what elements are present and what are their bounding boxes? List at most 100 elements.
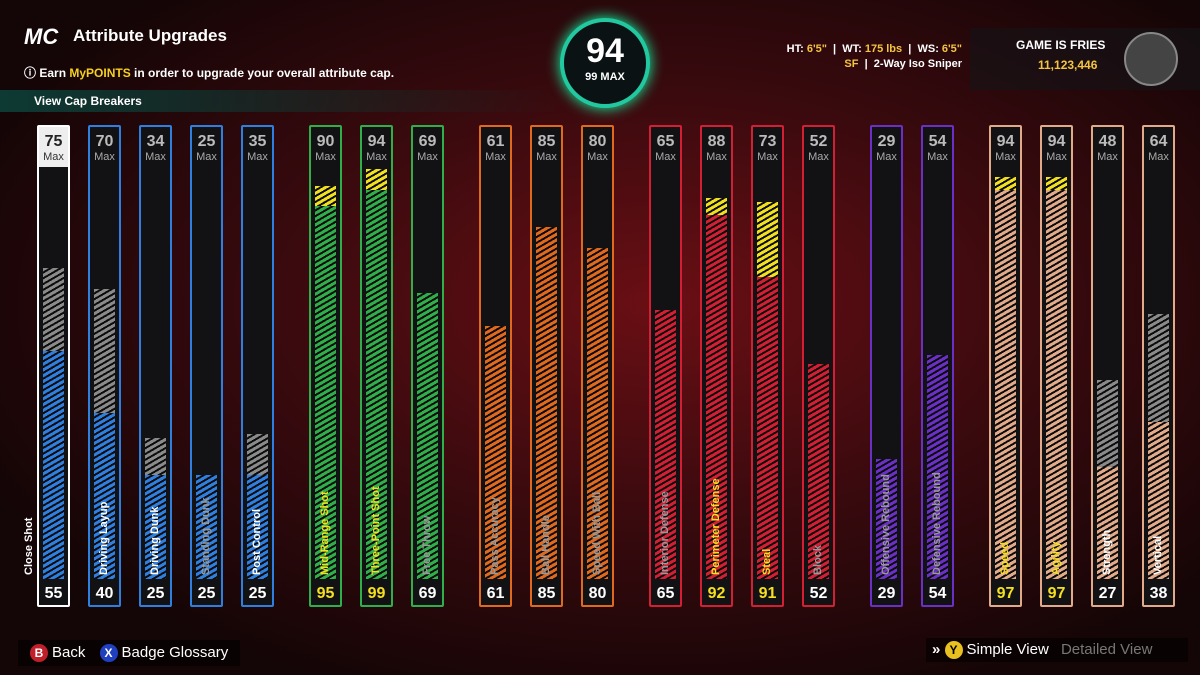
attribute-name: Free Throw [421,515,433,575]
current-value: 27 [1098,585,1117,602]
cap-value: 25 [197,133,216,150]
current-value: 99 [367,585,386,602]
max-label: Max [417,151,438,163]
attribute-bar: 65 Max 65 [649,125,682,607]
wingspan: 6'5" [941,43,962,55]
attribute-bar: 90 Max 95 [309,125,342,607]
current-fill [706,214,727,579]
max-label: Max [315,151,336,163]
max-label: Max [43,151,64,163]
current-value: 97 [996,585,1015,602]
upgrade-fill [315,185,336,207]
current-value: 92 [707,585,726,602]
overall-value: 94 [586,32,624,70]
overall-max: 99 MAX [585,71,625,83]
cap-fill [94,289,115,414]
attribute-bar: 34 Max 25 [139,125,172,607]
back[interactable]: Back [52,644,86,661]
weight: 175 lbs [864,43,903,55]
current-fill [315,206,336,579]
profile: GAME IS FRIES 11,123,446 [970,28,1200,90]
max-label: Max [145,151,166,163]
current-value: 61 [486,585,505,602]
current-fill [43,351,64,579]
attribute-name: Ball Handle [540,515,552,575]
current-value: 52 [809,585,828,602]
max-label: Max [94,151,115,163]
back-button[interactable]: B Back [30,644,86,662]
cap-fill [145,438,166,476]
simple-view[interactable]: Y Simple View [944,641,1049,659]
label: HT: [786,43,804,55]
logo: MC [24,24,59,49]
attribute-bar: 75 Max 55 [37,125,70,607]
cap-value: 69 [418,133,437,150]
current-value: 40 [95,585,114,602]
current-fill [757,276,778,579]
max-label: Max [247,151,268,163]
current-fill [808,363,829,579]
attribute-bar: 70 Max 40 [88,125,121,607]
current-fill [1148,421,1169,579]
attribute-name: Post Control [251,509,263,575]
key: X [99,644,118,662]
attribute-bar: 80 Max 80 [581,125,614,607]
info-text: in order to upgrade your overall attribu… [130,66,395,80]
cap-fill [43,268,64,352]
current-fill [417,293,438,579]
cap-breakers-text[interactable]: View Cap Breakers [34,94,142,108]
max-label: Max [536,151,557,163]
attribute-bar: 85 Max 85 [530,125,563,607]
current-fill [655,309,676,579]
current-value: 25 [146,585,165,602]
max-label: Max [366,151,387,163]
cap-value: 52 [809,133,828,150]
attribute-name: Vertical [1152,535,1164,575]
cap-value: 29 [877,133,896,150]
cap-value: 73 [758,133,777,150]
attribute-name: Strength [1101,529,1113,575]
current-value: 54 [928,585,947,602]
current-fill [247,475,268,579]
cap-fill [247,434,268,476]
attribute-name: Pass Accuracy [489,497,501,575]
max-label: Max [655,151,676,163]
cap-breakers[interactable]: View Cap Breakers [0,90,560,112]
current-value: 65 [656,585,675,602]
attribute-name: Defensive Rebound [931,472,943,575]
key: B [30,644,48,662]
current-value: 80 [588,585,607,602]
cap-value: 65 [656,133,675,150]
max-label: Max [1148,151,1169,163]
cap-value: 94 [367,133,386,150]
attribute-name: Close Shot [23,517,35,575]
info: ⓘ Earn MyPOINTS in order to upgrade your… [24,66,395,80]
glossary[interactable]: Badge Glossary [121,644,229,661]
attribute-name: Standing Dunk [200,497,212,575]
footer-left: B Back X Badge Glossary [18,640,240,666]
attribute-name: Mid-Range Shot [319,491,331,575]
attribute-name: Perimeter Defense [710,478,722,575]
cap-value: 64 [1149,133,1168,150]
current-fill [485,326,506,579]
title: Attribute Upgrades [73,26,227,45]
attribute-name: Driving Dunk [149,506,161,575]
upgrade-fill [1046,177,1067,190]
cap-value: 90 [316,133,335,150]
current-fill [587,247,608,579]
detailed-view[interactable]: Detailed View [1060,641,1153,658]
max-label: Max [706,151,727,163]
footer-right: » Y Simple View Detailed View [926,638,1188,662]
player-info: HT: 6'5" | WT: 175 lbs | WS: 6'5" SF | 2… [786,43,962,70]
simple[interactable]: Simple View [966,641,1049,658]
current-fill [1097,467,1118,579]
avatar [1124,32,1178,86]
current-fill [94,413,115,579]
cap-value: 34 [146,133,165,150]
current-value: 95 [316,585,335,602]
attribute-bar: 94 Max 97 [1040,125,1073,607]
current-value: 97 [1047,585,1066,602]
upgrade-fill [757,202,778,277]
glossary-button[interactable]: X Badge Glossary [99,644,229,662]
current-value: 55 [44,585,63,602]
